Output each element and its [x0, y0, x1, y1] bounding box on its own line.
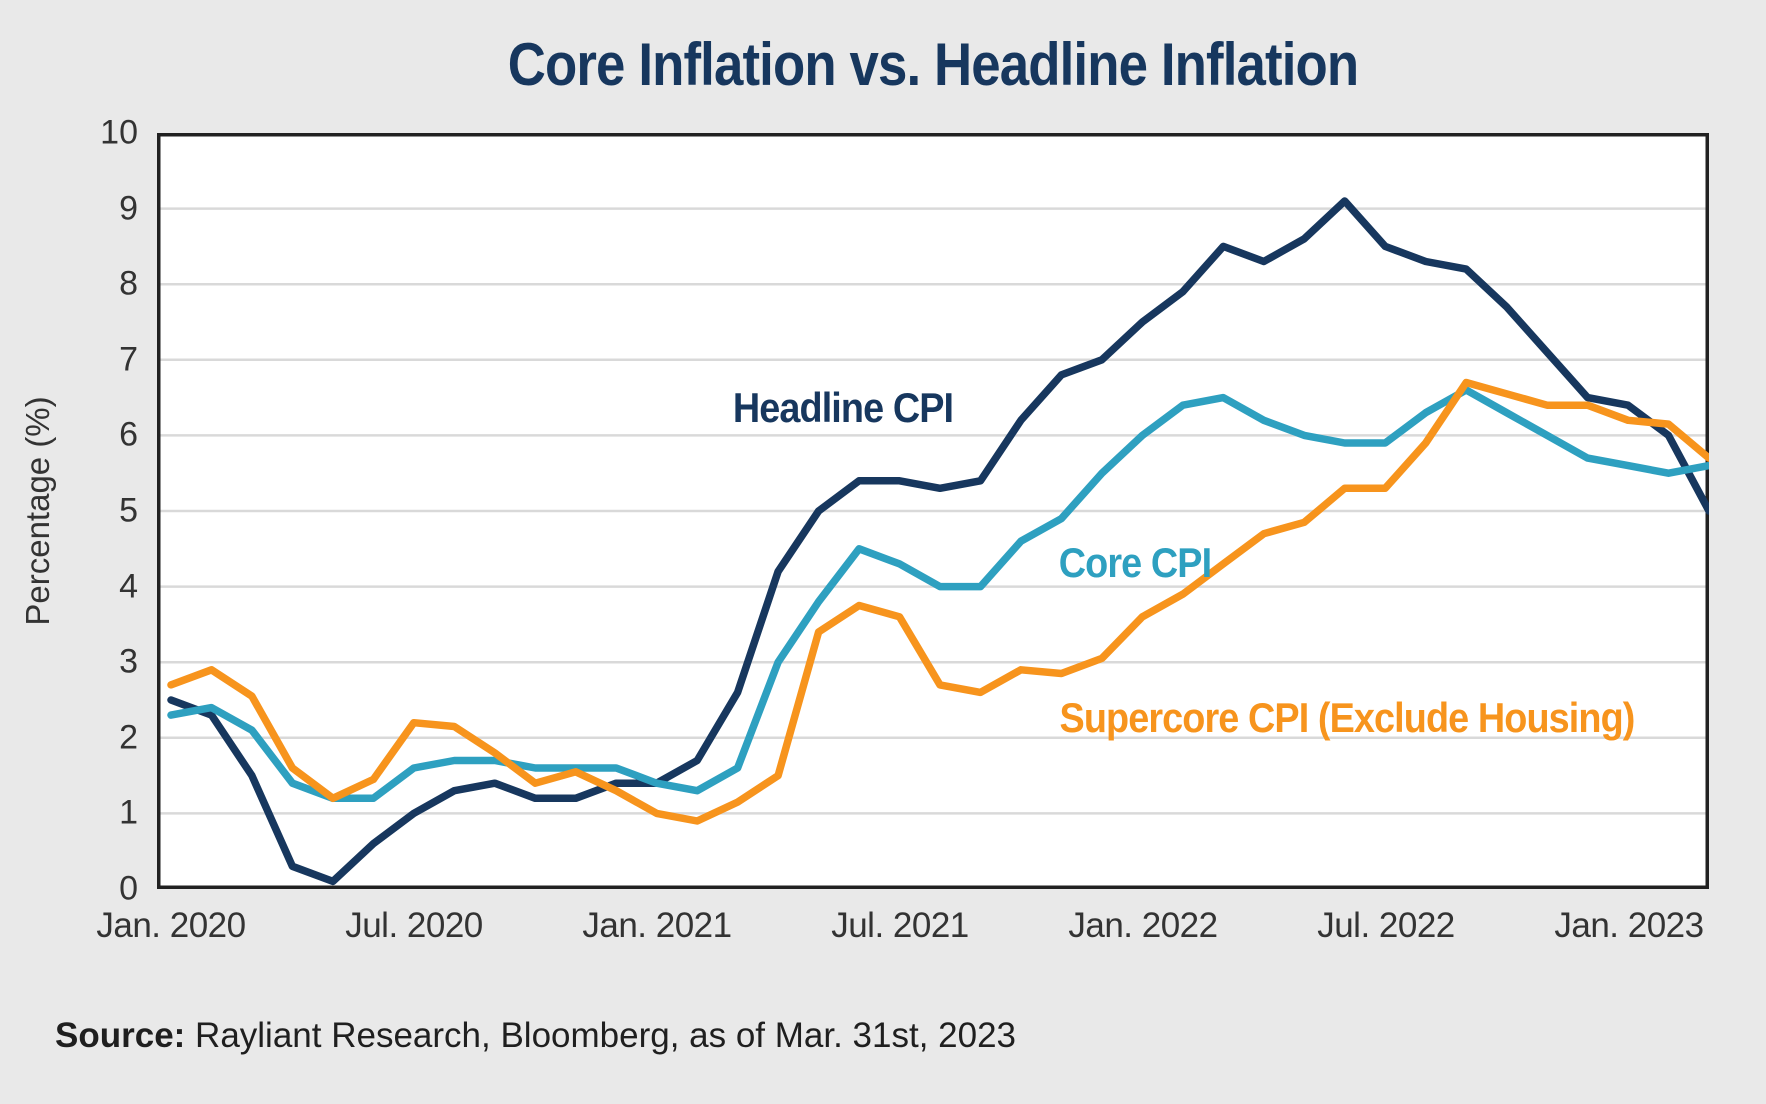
y-tick-label: 9	[119, 189, 138, 228]
source-label: Source:	[55, 1016, 186, 1055]
source-line: Source: Rayliant Research, Bloomberg, as…	[55, 1016, 1016, 1056]
y-tick-label: 6	[119, 415, 138, 454]
y-tick-label: 0	[119, 869, 138, 908]
x-tick-label: Jan. 2021	[582, 906, 732, 945]
x-tick-label: Jul. 2021	[831, 906, 969, 945]
x-tick-label: Jan. 2020	[96, 906, 246, 945]
x-tick-label: Jul. 2020	[345, 906, 483, 945]
x-tick-label: Jul. 2022	[1317, 906, 1455, 945]
series-line-supercore-cpi-exclude-housing	[167, 378, 1709, 825]
y-tick-label: 4	[119, 567, 138, 606]
x-tick-label: Jan. 2022	[1068, 906, 1218, 945]
series-label-headline-cpi: Headline CPI	[732, 384, 954, 431]
y-tick-label: 8	[119, 264, 138, 303]
series-label-supercore-cpi: Supercore CPI (Exclude Housing)	[1059, 694, 1636, 741]
chart-title: Core Inflation vs. Headline Inflation	[507, 31, 1359, 98]
y-tick-label: 3	[119, 642, 138, 681]
y-tick-label: 10	[100, 113, 138, 152]
series-label-core-cpi: Core CPI	[1058, 539, 1212, 586]
source-text: Rayliant Research, Bloomberg, as of Mar.…	[185, 1016, 1017, 1055]
plot-area: Headline CPI Core CPI Supercore CPI (Exc…	[157, 133, 1709, 889]
y-tick-label: 2	[119, 718, 138, 757]
series-line-headline-cpi	[167, 197, 1709, 886]
y-tick-label: 1	[119, 793, 138, 832]
plot-svg	[157, 133, 1709, 889]
y-tick-label: 7	[119, 340, 138, 379]
x-tick-label: Jan. 2023	[1554, 906, 1704, 945]
y-tick-label: 5	[119, 491, 138, 530]
